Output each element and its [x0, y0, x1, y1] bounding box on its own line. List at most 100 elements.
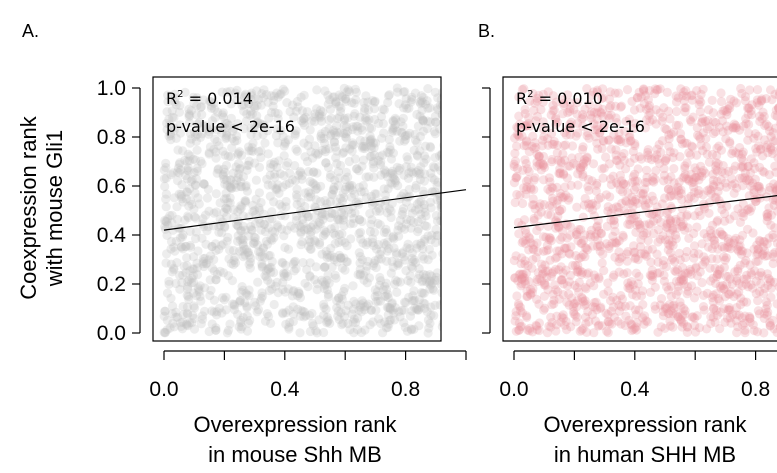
scatter-point [169, 242, 179, 252]
scatter-point [707, 95, 717, 105]
scatter-point [557, 312, 567, 322]
scatter-point [519, 141, 529, 151]
scatter-point [187, 318, 197, 328]
scatter-point [416, 96, 426, 106]
scatter-point [383, 302, 394, 313]
scatter-point [680, 161, 690, 171]
scatter-point [261, 266, 271, 276]
scatter-point [617, 294, 628, 304]
scatter-point [638, 230, 648, 240]
scatter-point [751, 289, 761, 299]
scatter-point [686, 117, 696, 127]
scatter-point [679, 304, 689, 314]
scatter-point [436, 166, 441, 176]
scatter-point [538, 159, 548, 169]
scatter-point [209, 104, 220, 114]
scatter-point [306, 227, 316, 237]
scatter-point [243, 248, 253, 258]
scatter-point [760, 120, 770, 131]
scatter-point [388, 117, 398, 127]
scatter-point [256, 225, 266, 235]
scatter-point [349, 314, 359, 324]
scatter-point [453, 287, 462, 296]
scatter-point [659, 170, 670, 180]
scatter-point [347, 309, 357, 319]
scatter-point [582, 153, 592, 163]
scatter-point [605, 192, 615, 202]
scatter-point [167, 218, 177, 228]
scatter-point [716, 175, 726, 185]
scatter-point [342, 241, 352, 251]
scatter-point [651, 105, 661, 115]
scatter-point [683, 282, 693, 292]
scatter-point [560, 155, 570, 165]
scatter-point [337, 92, 348, 102]
scatter-point [689, 193, 699, 203]
scatter-point [184, 275, 194, 285]
scatter-point [742, 297, 752, 307]
scatter-point [457, 316, 466, 325]
scatter-point [418, 298, 429, 308]
scatter-point [266, 234, 276, 244]
scatter-point [407, 92, 417, 102]
scatter-point [613, 135, 623, 145]
scatter-point [414, 270, 425, 280]
scatter-point [714, 196, 724, 206]
scatter-point [627, 196, 638, 206]
scatter-point [250, 120, 260, 131]
scatter-point [332, 121, 342, 131]
scatter-point [553, 195, 563, 205]
scatter-point [760, 135, 770, 145]
scatter-point [425, 276, 436, 286]
scatter-point [294, 221, 304, 231]
scatter-point [344, 87, 354, 97]
scatter-point [333, 214, 343, 224]
scatter-point [582, 269, 592, 279]
scatter-point [683, 286, 693, 296]
scatter-point [730, 179, 740, 189]
scatter-point [674, 185, 684, 196]
scatter-point [353, 269, 363, 280]
scatter-point [378, 328, 388, 338]
scatter-point [578, 250, 588, 260]
scatter-point [659, 103, 669, 113]
scatter-point [347, 146, 357, 156]
scatter-point [673, 93, 683, 103]
scatter-point [764, 203, 774, 213]
scatter-point [324, 144, 334, 154]
scatter-point [675, 297, 685, 307]
scatter-point [578, 142, 588, 152]
scatter-point [272, 183, 282, 193]
scatter-point [770, 123, 777, 133]
scatter-point [324, 115, 334, 125]
scatter-point [278, 308, 288, 318]
scatter-point [291, 190, 302, 200]
scatter-point [338, 318, 348, 328]
scatter-point [354, 182, 364, 192]
scatter-point [220, 221, 230, 231]
scatter-point [713, 269, 723, 280]
scatter-point [182, 187, 192, 197]
scatter-point [339, 212, 349, 222]
scatter-point [282, 98, 292, 108]
scatter-point [371, 262, 381, 273]
scatter-point [737, 208, 747, 218]
scatter-point [187, 199, 197, 209]
scatter-point [733, 204, 743, 214]
scatter-point [576, 163, 586, 173]
scatter-point [748, 228, 758, 238]
scatter-point [644, 103, 654, 113]
scatter-point [327, 189, 337, 199]
scatter-point [757, 95, 767, 106]
scatter-point [746, 106, 756, 116]
scatter-point [381, 278, 391, 288]
scatter-point [671, 309, 682, 319]
scatter-point [281, 260, 291, 270]
scatter-point [383, 310, 393, 320]
scatter-point [272, 88, 282, 98]
scatter-point [225, 319, 235, 329]
scatter-point [267, 226, 278, 236]
scatter-point [646, 271, 656, 281]
scatter-point [725, 138, 735, 148]
scatter-point [326, 113, 336, 123]
